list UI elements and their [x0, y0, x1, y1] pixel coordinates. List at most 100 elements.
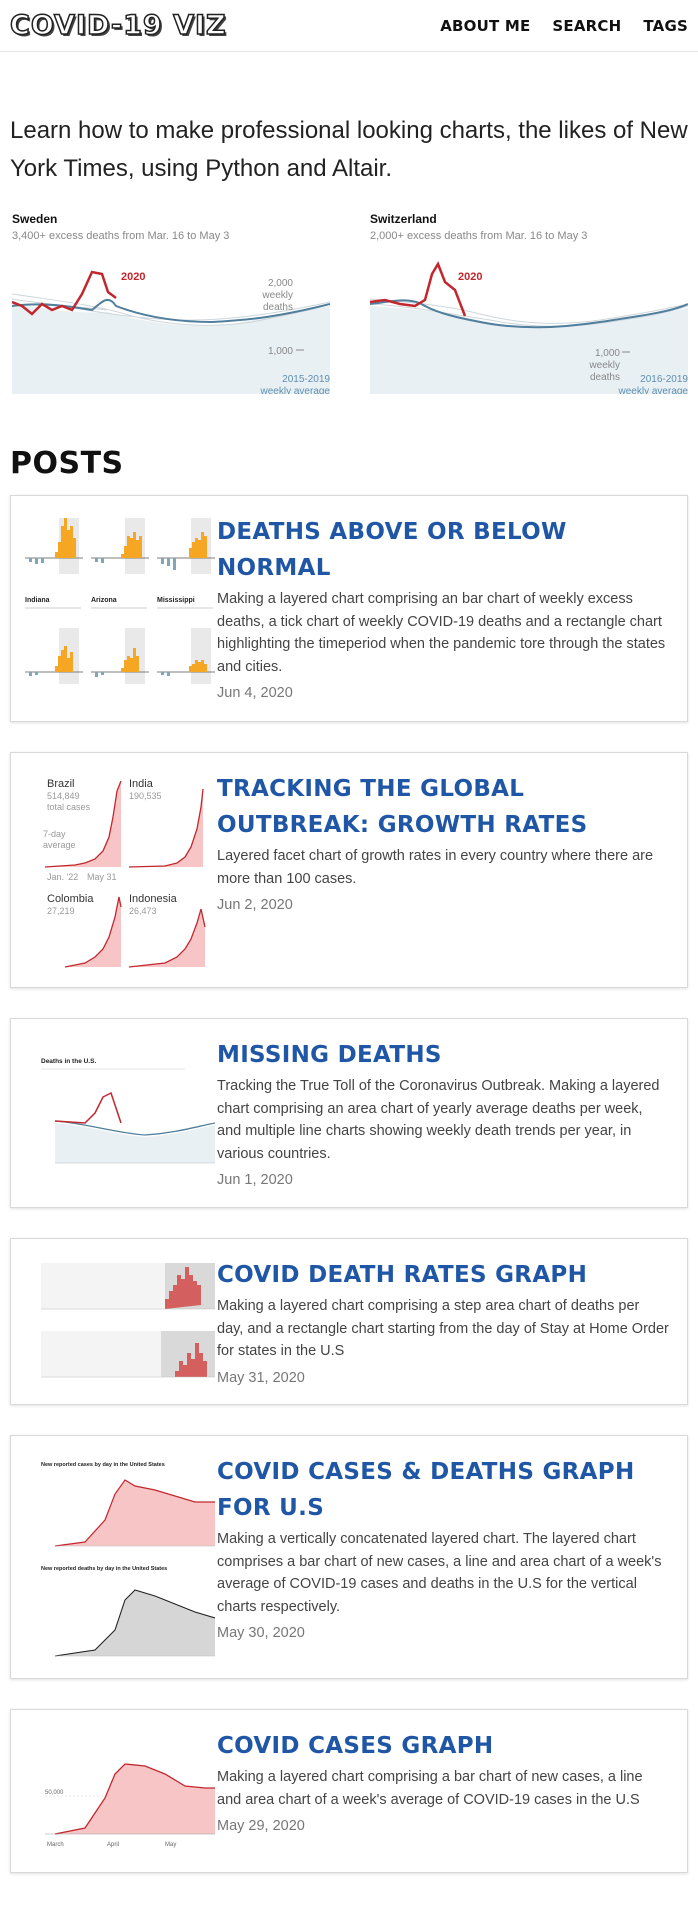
- average-line: [370, 299, 688, 329]
- thumb-area-colombia: [65, 897, 121, 967]
- thumb-x-may: May: [165, 1842, 176, 1848]
- post-description: Layered facet chart of growth rates in e…: [217, 848, 654, 887]
- y-label-deaths: deaths: [590, 372, 620, 383]
- post-thumbnail[interactable]: Brazil 514,849 total cases 7-day average…: [11, 753, 211, 987]
- post-title-link[interactable]: TRACKING THE GLOBAL OUTBREAK: GROWTH RAT…: [217, 776, 588, 838]
- avg-label-years: 2016-2019: [640, 374, 688, 385]
- post-card[interactable]: Indiana Arizona Mississippi: [10, 495, 688, 722]
- line-2020: [370, 261, 467, 317]
- hero-chart-sweden: Sweden 3,400+ excess deaths from Mar. 16…: [12, 212, 330, 394]
- post-title-link[interactable]: COVID CASES GRAPH: [217, 1733, 494, 1759]
- growth-rates-thumb: Brazil 514,849 total cases 7-day average…: [43, 778, 206, 968]
- line-2020: [12, 270, 117, 316]
- post-date: Jun 4, 2020: [217, 685, 293, 701]
- y-label-1000: 1,000: [268, 346, 293, 357]
- site-header: COVID-19 VIZ ABOUT ME SEARCH TAGS: [0, 0, 698, 52]
- nav-search[interactable]: SEARCH: [552, 16, 622, 35]
- chart-subtitle: 3,400+ excess deaths from Mar. 16 to May…: [12, 230, 230, 242]
- post-list: Indiana Arizona Mississippi: [0, 481, 698, 1873]
- sweden-chart-graphic: 2020 2,000 weekly deaths 1,000 2015-2019…: [12, 270, 330, 394]
- thumb-country-colombia: Colombia: [47, 893, 94, 905]
- post-body: DEATHS ABOVE OR BELOW NORMAL Making a la…: [211, 496, 687, 721]
- hero-charts: Sweden 3,400+ excess deaths from Mar. 16…: [0, 188, 698, 394]
- post-thumbnail[interactable]: [11, 1239, 215, 1404]
- post-description: Making a layered chart comprising an bar…: [217, 591, 666, 675]
- post-body: TRACKING THE GLOBAL OUTBREAK: GROWTH RAT…: [211, 753, 687, 987]
- chart-country-name: Switzerland: [370, 212, 437, 226]
- thumb-country-brazil: Brazil: [47, 778, 75, 790]
- thumb-area-india: [129, 789, 203, 867]
- average-area: [12, 304, 330, 394]
- nav-about-me[interactable]: ABOUT ME: [440, 16, 531, 35]
- post-description: Making a layered chart comprising a step…: [217, 1298, 669, 1359]
- thumb-state-arizona: Arizona: [91, 597, 117, 604]
- thumb-x-end: May 31: [87, 872, 117, 882]
- post-date: May 29, 2020: [217, 1818, 305, 1834]
- thumb-cases-india: 190,535: [129, 791, 162, 801]
- post-date: Jun 2, 2020: [217, 897, 293, 913]
- average-area: [370, 306, 688, 394]
- post-title-link[interactable]: COVID DEATH RATES GRAPH: [217, 1262, 588, 1288]
- post-body: COVID CASES GRAPH Making a layered chart…: [211, 1710, 687, 1872]
- site-logo[interactable]: COVID-19 VIZ: [9, 9, 227, 42]
- thumb-cases-indonesia: 26,473: [129, 906, 157, 916]
- post-thumbnail[interactable]: New reported cases by day in the United …: [11, 1436, 216, 1678]
- post-body: MISSING DEATHS Tracking the True Toll of…: [211, 1019, 687, 1207]
- death-rates-thumb: [41, 1263, 215, 1378]
- thumb-x-start: Jan. '22: [47, 872, 78, 882]
- thumb-row-2: Indiana Arizona Mississippi: [25, 597, 215, 684]
- thumb-x-april: April: [107, 1842, 119, 1848]
- chart-country-name: Sweden: [12, 212, 58, 226]
- thumb-average: average: [43, 840, 76, 850]
- intro-text: Learn how to make professional looking c…: [10, 117, 688, 182]
- thumb-chart-title: Deaths in the U.S.: [41, 1058, 96, 1065]
- thumb-country-india: India: [129, 778, 154, 790]
- post-card[interactable]: Deaths in the U.S. MISSING DEATHS Tracki…: [10, 1018, 688, 1208]
- cases-deaths-thumb: New reported cases by day in the United …: [41, 1462, 216, 1657]
- post-card[interactable]: COVID DEATH RATES GRAPH Making a layered…: [10, 1238, 688, 1405]
- thumb-y-tick: 50,000: [45, 1790, 64, 1796]
- y-label-1000: 1,000: [595, 348, 620, 359]
- thumb-7day: 7-day: [43, 829, 66, 839]
- y-label-deaths: deaths: [263, 302, 293, 313]
- main-nav: ABOUT ME SEARCH TAGS: [440, 17, 688, 35]
- post-description: Making a vertically concatenated layered…: [217, 1531, 662, 1615]
- post-thumbnail[interactable]: 50,000 March April May: [11, 1710, 215, 1872]
- thumb-state-mississippi: Mississippi: [157, 597, 195, 604]
- thumb-x-march: March: [47, 1842, 64, 1848]
- avg-label-years: 2015-2019: [282, 374, 330, 385]
- post-body: COVID CASES & DEATHS GRAPH FOR U.S Makin…: [211, 1436, 687, 1678]
- thumb-cases-brazil: 514,849: [47, 791, 80, 801]
- post-card[interactable]: Brazil 514,849 total cases 7-day average…: [10, 752, 688, 988]
- post-body: COVID DEATH RATES GRAPH Making a layered…: [211, 1239, 687, 1404]
- avg-label-weekly: weekly average: [618, 386, 688, 394]
- y-label-weekly: weekly: [588, 360, 620, 371]
- post-date: May 31, 2020: [217, 1369, 305, 1386]
- post-description: Making a layered chart comprising a bar …: [217, 1769, 643, 1808]
- nav-tags[interactable]: TAGS: [643, 16, 688, 35]
- post-description: Tracking the True Toll of the Coronaviru…: [217, 1078, 660, 1162]
- post-card[interactable]: 50,000 March April May COVID CASES GRAPH…: [10, 1709, 688, 1873]
- post-title-link[interactable]: DEATHS ABOVE OR BELOW NORMAL: [217, 519, 567, 581]
- post-title-link[interactable]: MISSING DEATHS: [217, 1042, 442, 1068]
- post-date: Jun 1, 2020: [217, 1172, 293, 1188]
- thumb-area-brazil: [45, 781, 121, 867]
- post-card[interactable]: New reported cases by day in the United …: [10, 1435, 688, 1679]
- thumb-chart-title-deaths: New reported deaths by day in the United…: [41, 1566, 167, 1572]
- thumb-area-indonesia: [129, 909, 205, 967]
- label-2020: 2020: [458, 271, 482, 283]
- switzerland-chart-graphic: 2020 1,000 weekly deaths 2016-2019 weekl…: [370, 261, 688, 394]
- post-title-link[interactable]: COVID CASES & DEATHS GRAPH FOR U.S: [217, 1459, 635, 1521]
- missing-deaths-thumb: Deaths in the U.S.: [41, 1058, 216, 1164]
- cases-graph-thumb: 50,000 March April May: [45, 1763, 215, 1848]
- post-thumbnail[interactable]: Indiana Arizona Mississippi: [11, 496, 215, 721]
- thumb-cases-colombia: 27,219: [47, 906, 75, 916]
- posts-heading: POSTS: [10, 446, 124, 481]
- thumb-country-indonesia: Indonesia: [129, 893, 178, 905]
- thumb-state-indiana: Indiana: [25, 597, 50, 604]
- thumb-chart-title-cases: New reported cases by day in the United …: [41, 1462, 165, 1468]
- post-thumbnail[interactable]: Deaths in the U.S.: [11, 1019, 216, 1207]
- chart-subtitle: 2,000+ excess deaths from Mar. 16 to May…: [370, 230, 588, 242]
- post-date: May 30, 2020: [217, 1625, 305, 1641]
- y-label-weekly: weekly: [261, 290, 293, 301]
